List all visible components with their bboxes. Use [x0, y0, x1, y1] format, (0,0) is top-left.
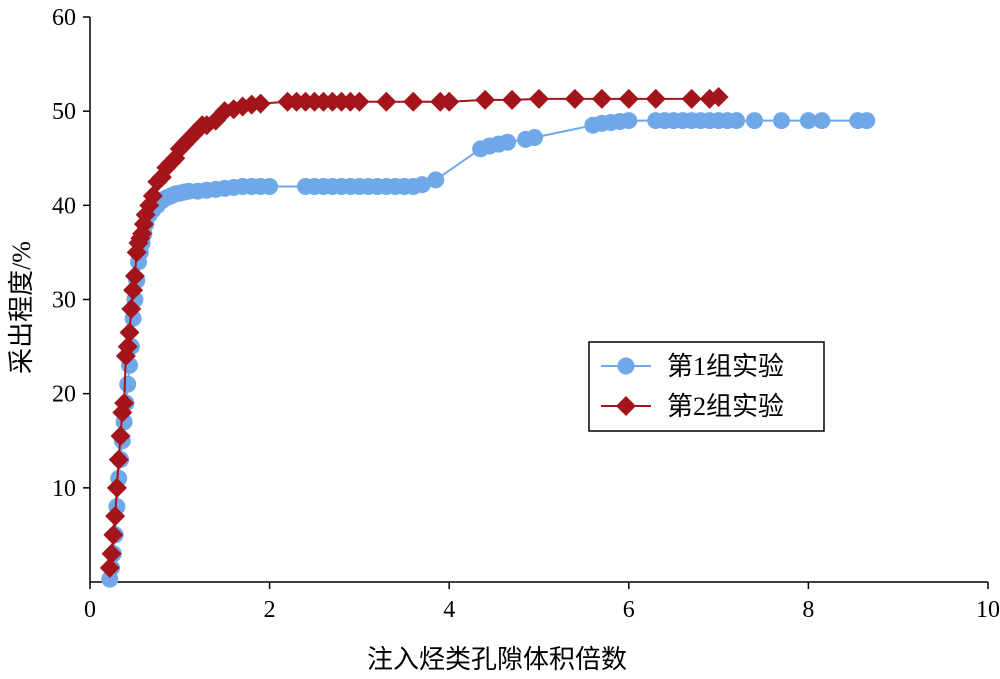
x-tick-label: 8 — [802, 597, 814, 623]
series-2-point — [124, 265, 145, 286]
series-2-point — [106, 477, 127, 498]
legend-label-series-1: 第1组实验 — [667, 352, 784, 381]
series-2-point — [101, 543, 122, 564]
series-2-point — [105, 506, 126, 527]
legend: 第1组实验 第2组实验 — [588, 341, 825, 432]
legend-box — [588, 341, 825, 432]
series-1-point — [413, 176, 431, 194]
series-layer — [99, 87, 876, 588]
series-2-point — [99, 557, 120, 578]
y-tick-label: 50 — [52, 99, 76, 125]
series-1-point — [728, 112, 746, 130]
series-1-point — [499, 133, 517, 151]
y-tick-label: 40 — [52, 193, 76, 219]
series-2 — [99, 87, 729, 578]
series-2-point — [376, 91, 397, 112]
series-2-point — [403, 91, 424, 112]
series-1-point — [858, 112, 876, 130]
series-2-point — [108, 449, 129, 470]
series-2-point — [349, 91, 370, 112]
x-axis-title: 注入烃类孔隙体积倍数 — [367, 645, 627, 674]
series-2-point — [250, 93, 271, 114]
series-1-point — [526, 129, 544, 147]
x-tick-label: 10 — [976, 597, 1000, 623]
legend-label-series-2: 第2组实验 — [667, 392, 784, 421]
series-2-point — [708, 87, 729, 108]
x-tick-label: 2 — [264, 597, 276, 623]
series-2-point — [645, 88, 666, 109]
x-tick-label: 6 — [623, 597, 635, 623]
x-tick-label: 0 — [84, 597, 96, 623]
axis-labels: 注入烃类孔隙体积倍数 采出程度/% — [7, 241, 627, 674]
series-2-point — [439, 91, 460, 112]
series-1-point — [261, 178, 279, 195]
series-1-point — [799, 112, 817, 130]
series-2-point — [591, 88, 612, 109]
y-axis-title: 采出程度/% — [7, 241, 36, 374]
series-2-point — [502, 89, 523, 110]
series-2-point — [119, 322, 140, 343]
y-tick-label: 10 — [52, 476, 76, 502]
series-2-point — [114, 393, 135, 414]
legend-marker-series-2 — [616, 396, 636, 416]
series-2-point — [103, 524, 124, 545]
series-2-point — [121, 298, 142, 319]
series-2-point — [110, 426, 131, 447]
series-2-point — [529, 88, 549, 109]
y-tick-label: 30 — [52, 288, 76, 314]
series-1-point — [813, 112, 831, 130]
series-2-point — [681, 88, 702, 109]
axes: 0 2 4 6 8 10 10 20 30 40 50 60 — [52, 5, 1000, 623]
series-2-point — [564, 88, 585, 109]
series-1-point — [746, 112, 764, 130]
y-tick-label: 60 — [52, 5, 76, 31]
series-1-point — [119, 375, 137, 393]
series-2-point — [117, 336, 138, 357]
series-1-point — [427, 171, 445, 189]
y-tick-label: 20 — [52, 382, 76, 408]
series-2-point — [123, 280, 144, 301]
series-2-line — [108, 96, 719, 569]
series-1-point — [620, 112, 638, 130]
legend-marker-series-1 — [617, 357, 635, 375]
series-1-point — [772, 112, 790, 130]
series-2-point — [618, 88, 639, 109]
series-2-point — [475, 89, 496, 110]
x-tick-label: 4 — [443, 597, 455, 623]
